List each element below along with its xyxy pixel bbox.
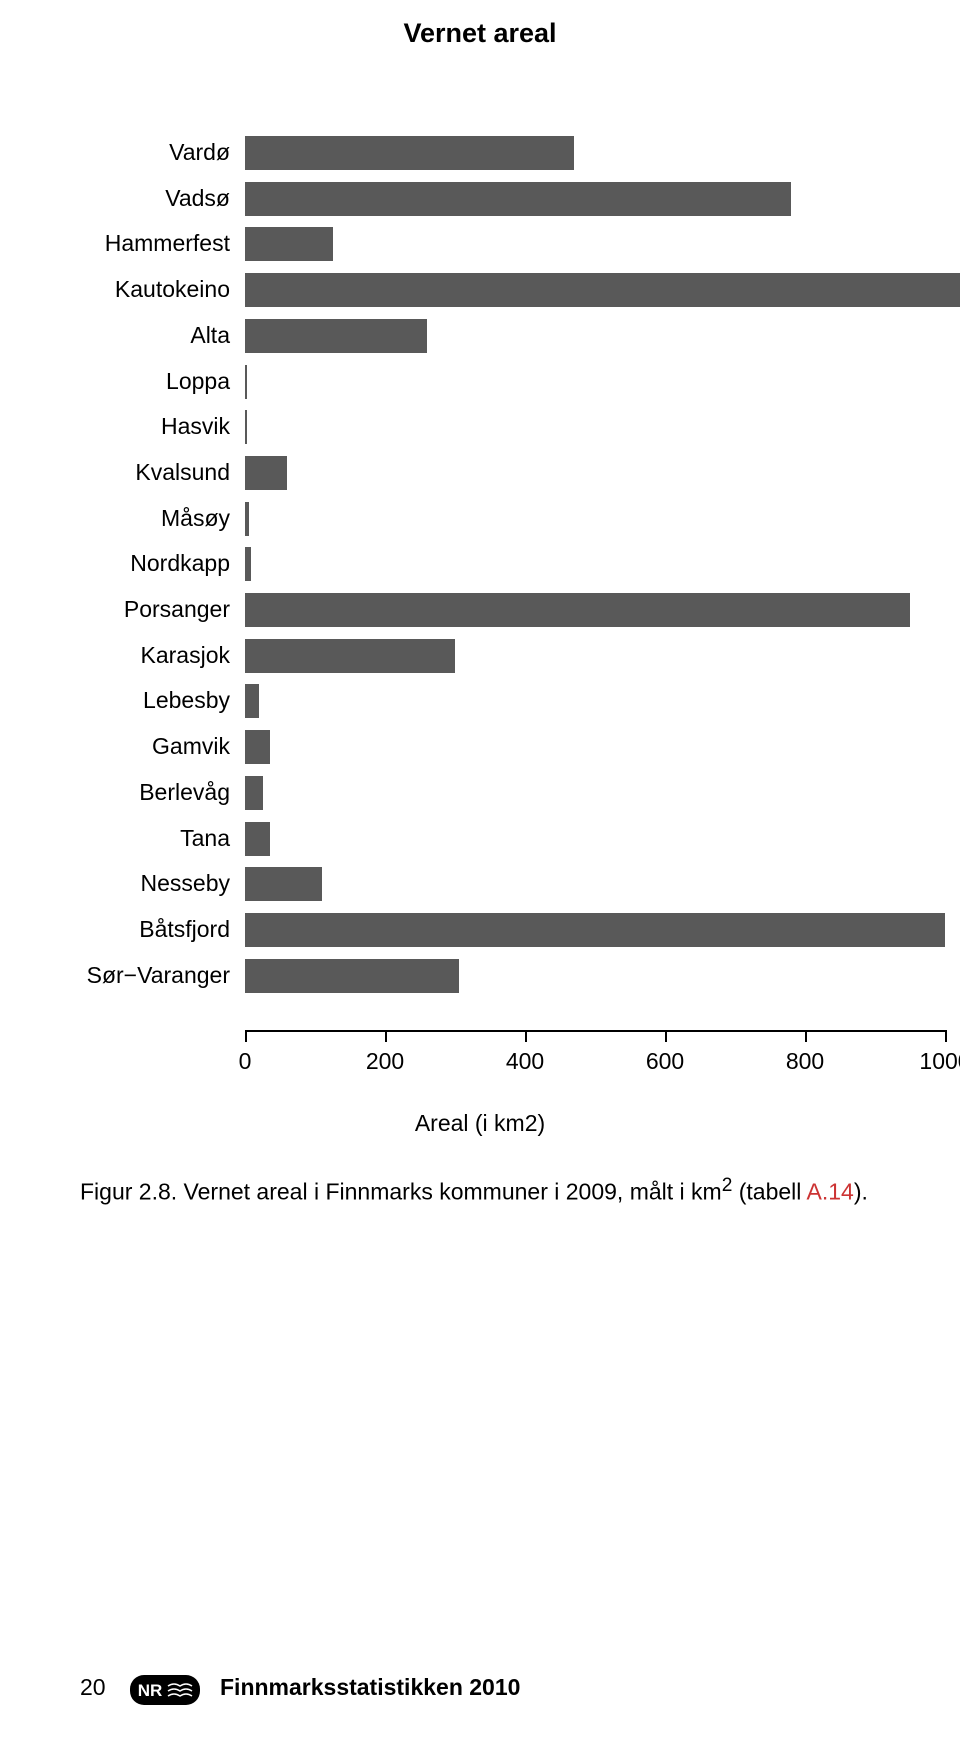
bar-row bbox=[245, 816, 945, 862]
page-number: 20 bbox=[80, 1674, 106, 1701]
bar bbox=[245, 822, 270, 856]
bar-row bbox=[245, 953, 945, 999]
bar-row bbox=[245, 313, 945, 359]
bar-row bbox=[245, 861, 945, 907]
bar bbox=[245, 456, 287, 490]
x-tick bbox=[805, 1030, 807, 1042]
caption-prefix: Figur 2.8. bbox=[80, 1179, 177, 1205]
bar-row bbox=[245, 450, 945, 496]
bar bbox=[245, 365, 247, 399]
doc-title: Finnmarksstatistikken 2010 bbox=[220, 1674, 520, 1701]
x-tick-label: 400 bbox=[506, 1048, 544, 1075]
bar-row bbox=[245, 541, 945, 587]
x-tick-label: 600 bbox=[646, 1048, 684, 1075]
x-tick bbox=[665, 1030, 667, 1042]
x-axis: 02004006008001000 bbox=[245, 1030, 945, 1031]
x-tick bbox=[245, 1030, 247, 1042]
x-tick bbox=[525, 1030, 527, 1042]
bar-row bbox=[245, 770, 945, 816]
bar bbox=[245, 593, 910, 627]
x-tick bbox=[945, 1030, 947, 1042]
y-label: Berlevåg bbox=[10, 770, 230, 816]
y-label: Hasvik bbox=[10, 404, 230, 450]
bar bbox=[245, 410, 247, 444]
caption-suffix: ). bbox=[854, 1179, 868, 1205]
bar bbox=[245, 273, 960, 307]
bar-row bbox=[245, 496, 945, 542]
bar-row bbox=[245, 359, 945, 405]
bar bbox=[245, 547, 251, 581]
bar bbox=[245, 684, 259, 718]
bar-row bbox=[245, 907, 945, 953]
y-label: Lebesby bbox=[10, 678, 230, 724]
y-label: Vadsø bbox=[10, 176, 230, 222]
bar bbox=[245, 227, 333, 261]
y-label: Loppa bbox=[10, 359, 230, 405]
x-tick bbox=[385, 1030, 387, 1042]
bar bbox=[245, 319, 427, 353]
figure-caption: Figur 2.8. Vernet areal i Finnmarks komm… bbox=[80, 1175, 880, 1206]
nr-logo: NR bbox=[130, 1675, 200, 1705]
y-label: Tana bbox=[10, 816, 230, 862]
y-label: Nesseby bbox=[10, 861, 230, 907]
bar bbox=[245, 136, 574, 170]
caption-body: Vernet areal i Finnmarks kommuner i 2009… bbox=[177, 1179, 722, 1205]
bar-row bbox=[245, 724, 945, 770]
x-tick-label: 1000 bbox=[919, 1048, 960, 1075]
bar-row bbox=[245, 130, 945, 176]
page-footer: 20 NR Finnmarksstatistikken 2010 bbox=[80, 1667, 880, 1701]
bar-row bbox=[245, 587, 945, 633]
y-label: Sør−Varanger bbox=[10, 953, 230, 999]
bar-row bbox=[245, 678, 945, 724]
y-label: Måsøy bbox=[10, 496, 230, 542]
plot-region bbox=[245, 130, 945, 1000]
y-label: Kautokeino bbox=[10, 267, 230, 313]
y-label: Gamvik bbox=[10, 724, 230, 770]
bar-row bbox=[245, 267, 945, 313]
bar bbox=[245, 639, 455, 673]
y-label: Karasjok bbox=[10, 633, 230, 679]
caption-after-exp: (tabell bbox=[732, 1179, 806, 1205]
bar bbox=[245, 867, 322, 901]
y-label: Hammerfest bbox=[10, 221, 230, 267]
y-label: Porsanger bbox=[10, 587, 230, 633]
y-label: Nordkapp bbox=[10, 541, 230, 587]
bar-row bbox=[245, 404, 945, 450]
bar bbox=[245, 730, 270, 764]
chart-title: Vernet areal bbox=[0, 18, 960, 49]
chart-area: 02004006008001000 Areal (i km2) VardøVad… bbox=[0, 100, 960, 1110]
x-tick-label: 0 bbox=[239, 1048, 252, 1075]
bar bbox=[245, 182, 791, 216]
caption-exponent: 2 bbox=[722, 1175, 733, 1196]
axis-line bbox=[245, 1030, 945, 1032]
y-label: Vardø bbox=[10, 130, 230, 176]
x-tick-label: 200 bbox=[366, 1048, 404, 1075]
bar bbox=[245, 502, 249, 536]
bar-row bbox=[245, 176, 945, 222]
x-tick-label: 800 bbox=[786, 1048, 824, 1075]
bar bbox=[245, 959, 459, 993]
y-label: Båtsfjord bbox=[10, 907, 230, 953]
y-label: Kvalsund bbox=[10, 450, 230, 496]
bar bbox=[245, 913, 945, 947]
bar-row bbox=[245, 221, 945, 267]
x-axis-title: Areal (i km2) bbox=[0, 1110, 960, 1137]
logo-text: NR bbox=[138, 1681, 163, 1700]
caption-link[interactable]: A.14 bbox=[807, 1179, 854, 1205]
y-label: Alta bbox=[10, 313, 230, 359]
bar-row bbox=[245, 633, 945, 679]
bar bbox=[245, 776, 263, 810]
